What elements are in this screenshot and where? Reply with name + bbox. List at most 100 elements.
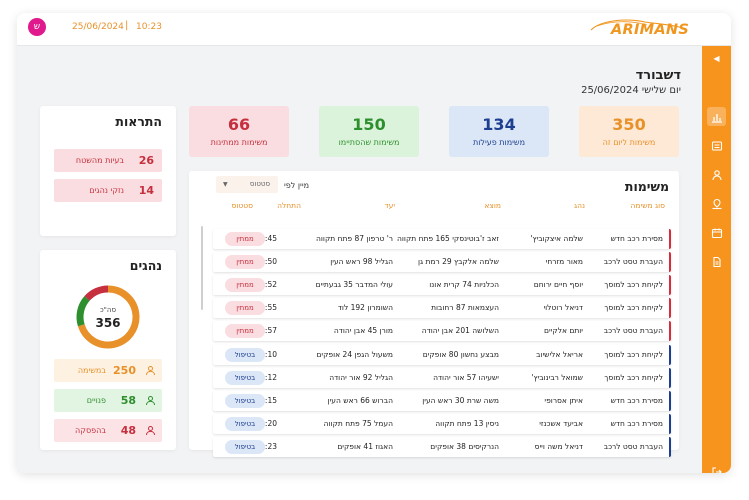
status-badge: ממתין <box>225 278 265 293</box>
donut-segment <box>84 285 109 301</box>
cell-type: העברת טסט לרכב <box>603 257 663 267</box>
alerts-panel: התראות 26 בעיות מהשטח 14 נזקי נהגים <box>40 106 176 236</box>
cell-type: מסירת רכב חדש <box>610 418 663 428</box>
sort-select[interactable]: סטטוס ▼ <box>216 176 278 193</box>
cell-type: מסירת רכב חדש <box>610 395 663 405</box>
col-dest: יעד <box>384 201 395 210</box>
page-title: דשבורד <box>635 68 681 83</box>
chevron-down-icon: ▼ <box>223 181 228 188</box>
col-start: התחלה <box>277 201 301 210</box>
stat-card-waiting[interactable]: 66 משימות ממתינות <box>189 106 289 157</box>
stat-label: משימות פעילות <box>472 138 526 147</box>
tasks-panel: משימות מיין לפי סטטוס ▼ סוג משימה נהג מו… <box>189 171 679 457</box>
table-row[interactable]: לקיחת רכב למוסך דניאל רוטלוי העצמאות 87 רח… <box>213 298 671 319</box>
cell-origin: ישעיהו 57 אור יהודה <box>433 372 499 382</box>
donut-segment <box>77 285 140 349</box>
current-date: 25/06/2024 <box>72 22 124 32</box>
user-icon <box>146 366 155 376</box>
stat-label: משימות שהסתיימו <box>338 138 400 147</box>
cell-origin: העצמאות 87 רחובות <box>431 303 499 313</box>
cell-type: העברת טסט לרכב <box>603 441 663 451</box>
cell-driver: איתן אסרופי <box>544 395 583 405</box>
user-icon <box>711 169 722 180</box>
current-time: 10:23 <box>136 22 162 32</box>
cell-driver: אריאל אלישיוב <box>536 349 583 359</box>
bar-chart-icon <box>711 113 722 123</box>
cell-dest: מורן 45 אבן יהודה <box>333 326 393 336</box>
alert-field-issues[interactable]: 26 בעיות מהשטח <box>54 149 162 172</box>
table-row[interactable]: העברת טסט לרכב יותם אלקיים השלושה 201 אבן … <box>213 321 671 342</box>
cell-origin: ניסין 13 פתח תקווה <box>435 418 499 428</box>
drivers-title: נהגים <box>129 258 162 273</box>
sidebar-item-drivers[interactable] <box>707 165 726 184</box>
cell-dest: עולי המדבר 35 גבעתיים <box>315 280 393 290</box>
cell-type: לקיחת רכב למוסך <box>604 349 663 359</box>
drivers-count: 58 <box>120 394 136 407</box>
cell-driver: יותם אלקיים <box>544 326 583 336</box>
sidebar-item-map[interactable] <box>707 194 726 213</box>
col-status: סטטוס <box>231 201 253 210</box>
cell-start: 09:55 <box>255 303 277 313</box>
status-badge: ממתין <box>225 324 265 339</box>
logout-icon <box>711 466 722 473</box>
stat-value: 150 <box>352 115 386 134</box>
table-row[interactable]: לקיחת רכב למוסך שמואל רבינוביץ' ישעיהו 57 … <box>213 367 671 388</box>
table-row[interactable]: לקיחת רכב למוסך אריאל אלישיוב מבצע נחשון 8… <box>213 344 671 365</box>
cell-start: 10:10 <box>255 349 277 359</box>
cell-dest: השומרון 192 לוד <box>337 303 393 313</box>
stat-card-today[interactable]: 350 משימות ליום זה <box>579 106 679 157</box>
cell-driver: דניאל משה וייס <box>534 441 583 451</box>
alert-label: בעיות מהשטח <box>75 156 124 165</box>
table-row[interactable]: לקיחת רכב למוסך יוסף חיים ירוחם הכלניות 74… <box>213 275 671 296</box>
drivers-label: בהפסקה <box>75 426 106 435</box>
table-row[interactable]: העברת טסט לרכב דניאל משה וייס הנרקיסים 38 … <box>213 436 671 457</box>
calendar-icon <box>711 228 722 238</box>
sidebar-item-logout[interactable] <box>707 462 726 473</box>
cell-type: מסירת רכב חדש <box>610 234 663 243</box>
alert-driver-damages[interactable]: 14 נזקי נהגים <box>54 179 162 202</box>
cell-type: העברת טסט לרכב <box>603 326 663 336</box>
sidebar: ◀ <box>702 46 731 473</box>
drivers-label: פנויים <box>86 396 106 405</box>
cell-dest: הגליל 92 אור יהודה <box>329 372 393 382</box>
drivers-count: 250 <box>113 364 136 377</box>
list-icon <box>711 140 722 151</box>
drivers-on-break[interactable]: 48 בהפסקה <box>54 419 162 442</box>
table-row[interactable]: מסירת רכב חדש איתן אסרופי משה שרת 30 ראש ה… <box>213 390 671 411</box>
cell-dest: האגוז 41 אופקים <box>337 441 393 451</box>
cell-origin: מבצע נחשון 80 אופקים <box>422 349 499 359</box>
sidebar-item-tasks[interactable] <box>707 136 726 155</box>
status-badge: בטיפול <box>225 347 265 362</box>
stat-card-active[interactable]: 134 משימות פעילות <box>449 106 549 157</box>
table-row[interactable]: העברת טסט לרכב מאור מזרחי שלמה אלקבץ 29 רמ… <box>213 252 671 273</box>
cell-start: 09:45 <box>255 234 277 243</box>
table-header: סוג משימה נהג מוצא יעד התחלה סטטוס <box>213 201 671 215</box>
stat-value: 350 <box>612 115 646 134</box>
alert-count: 26 <box>138 154 154 167</box>
cell-type: לקיחת רכב למוסך <box>604 280 663 290</box>
cell-driver: שמואל רבינוביץ' <box>531 372 583 382</box>
stat-label: משימות ממתינות <box>210 138 268 147</box>
user-icon <box>146 426 155 436</box>
sort-label: מיין לפי <box>284 181 310 190</box>
logo: ARIMANS <box>587 16 703 42</box>
sidebar-item-dashboard[interactable] <box>707 107 726 126</box>
cell-dest: הברוש 66 ראש העין <box>327 395 393 405</box>
sidebar-toggle-icon[interactable]: ◀ <box>713 54 720 63</box>
stat-value: 66 <box>227 115 251 134</box>
cell-origin: שלמה אלקבץ 29 רמת גן <box>417 257 499 267</box>
table-row[interactable]: מסירת רכב חדש שלמה איצקוביץ' זאב ז'בוטינסק… <box>213 229 671 249</box>
sidebar-item-calendar[interactable] <box>707 223 726 242</box>
drivers-on-task[interactable]: 250 במשימה <box>54 359 162 382</box>
table-row[interactable]: מסירת רכב חדש אביעד אשכנזי ניסין 13 פתח תק… <box>213 413 671 434</box>
cell-start: 10:12 <box>255 372 277 382</box>
stat-card-finished[interactable]: 150 משימות שהסתיימו <box>319 106 419 157</box>
cell-origin: זאב ז'בוטינסקי 165 פתח תקווה <box>396 234 499 243</box>
drivers-available[interactable]: 58 פנויים <box>54 389 162 412</box>
cell-start: 10:23 <box>255 441 277 451</box>
table-scrollbar[interactable] <box>201 226 203 310</box>
status-badge: בטיפול <box>225 370 265 385</box>
sidebar-item-reports[interactable] <box>707 252 726 271</box>
avatar[interactable]: ש <box>28 18 46 36</box>
user-icon <box>146 396 155 406</box>
